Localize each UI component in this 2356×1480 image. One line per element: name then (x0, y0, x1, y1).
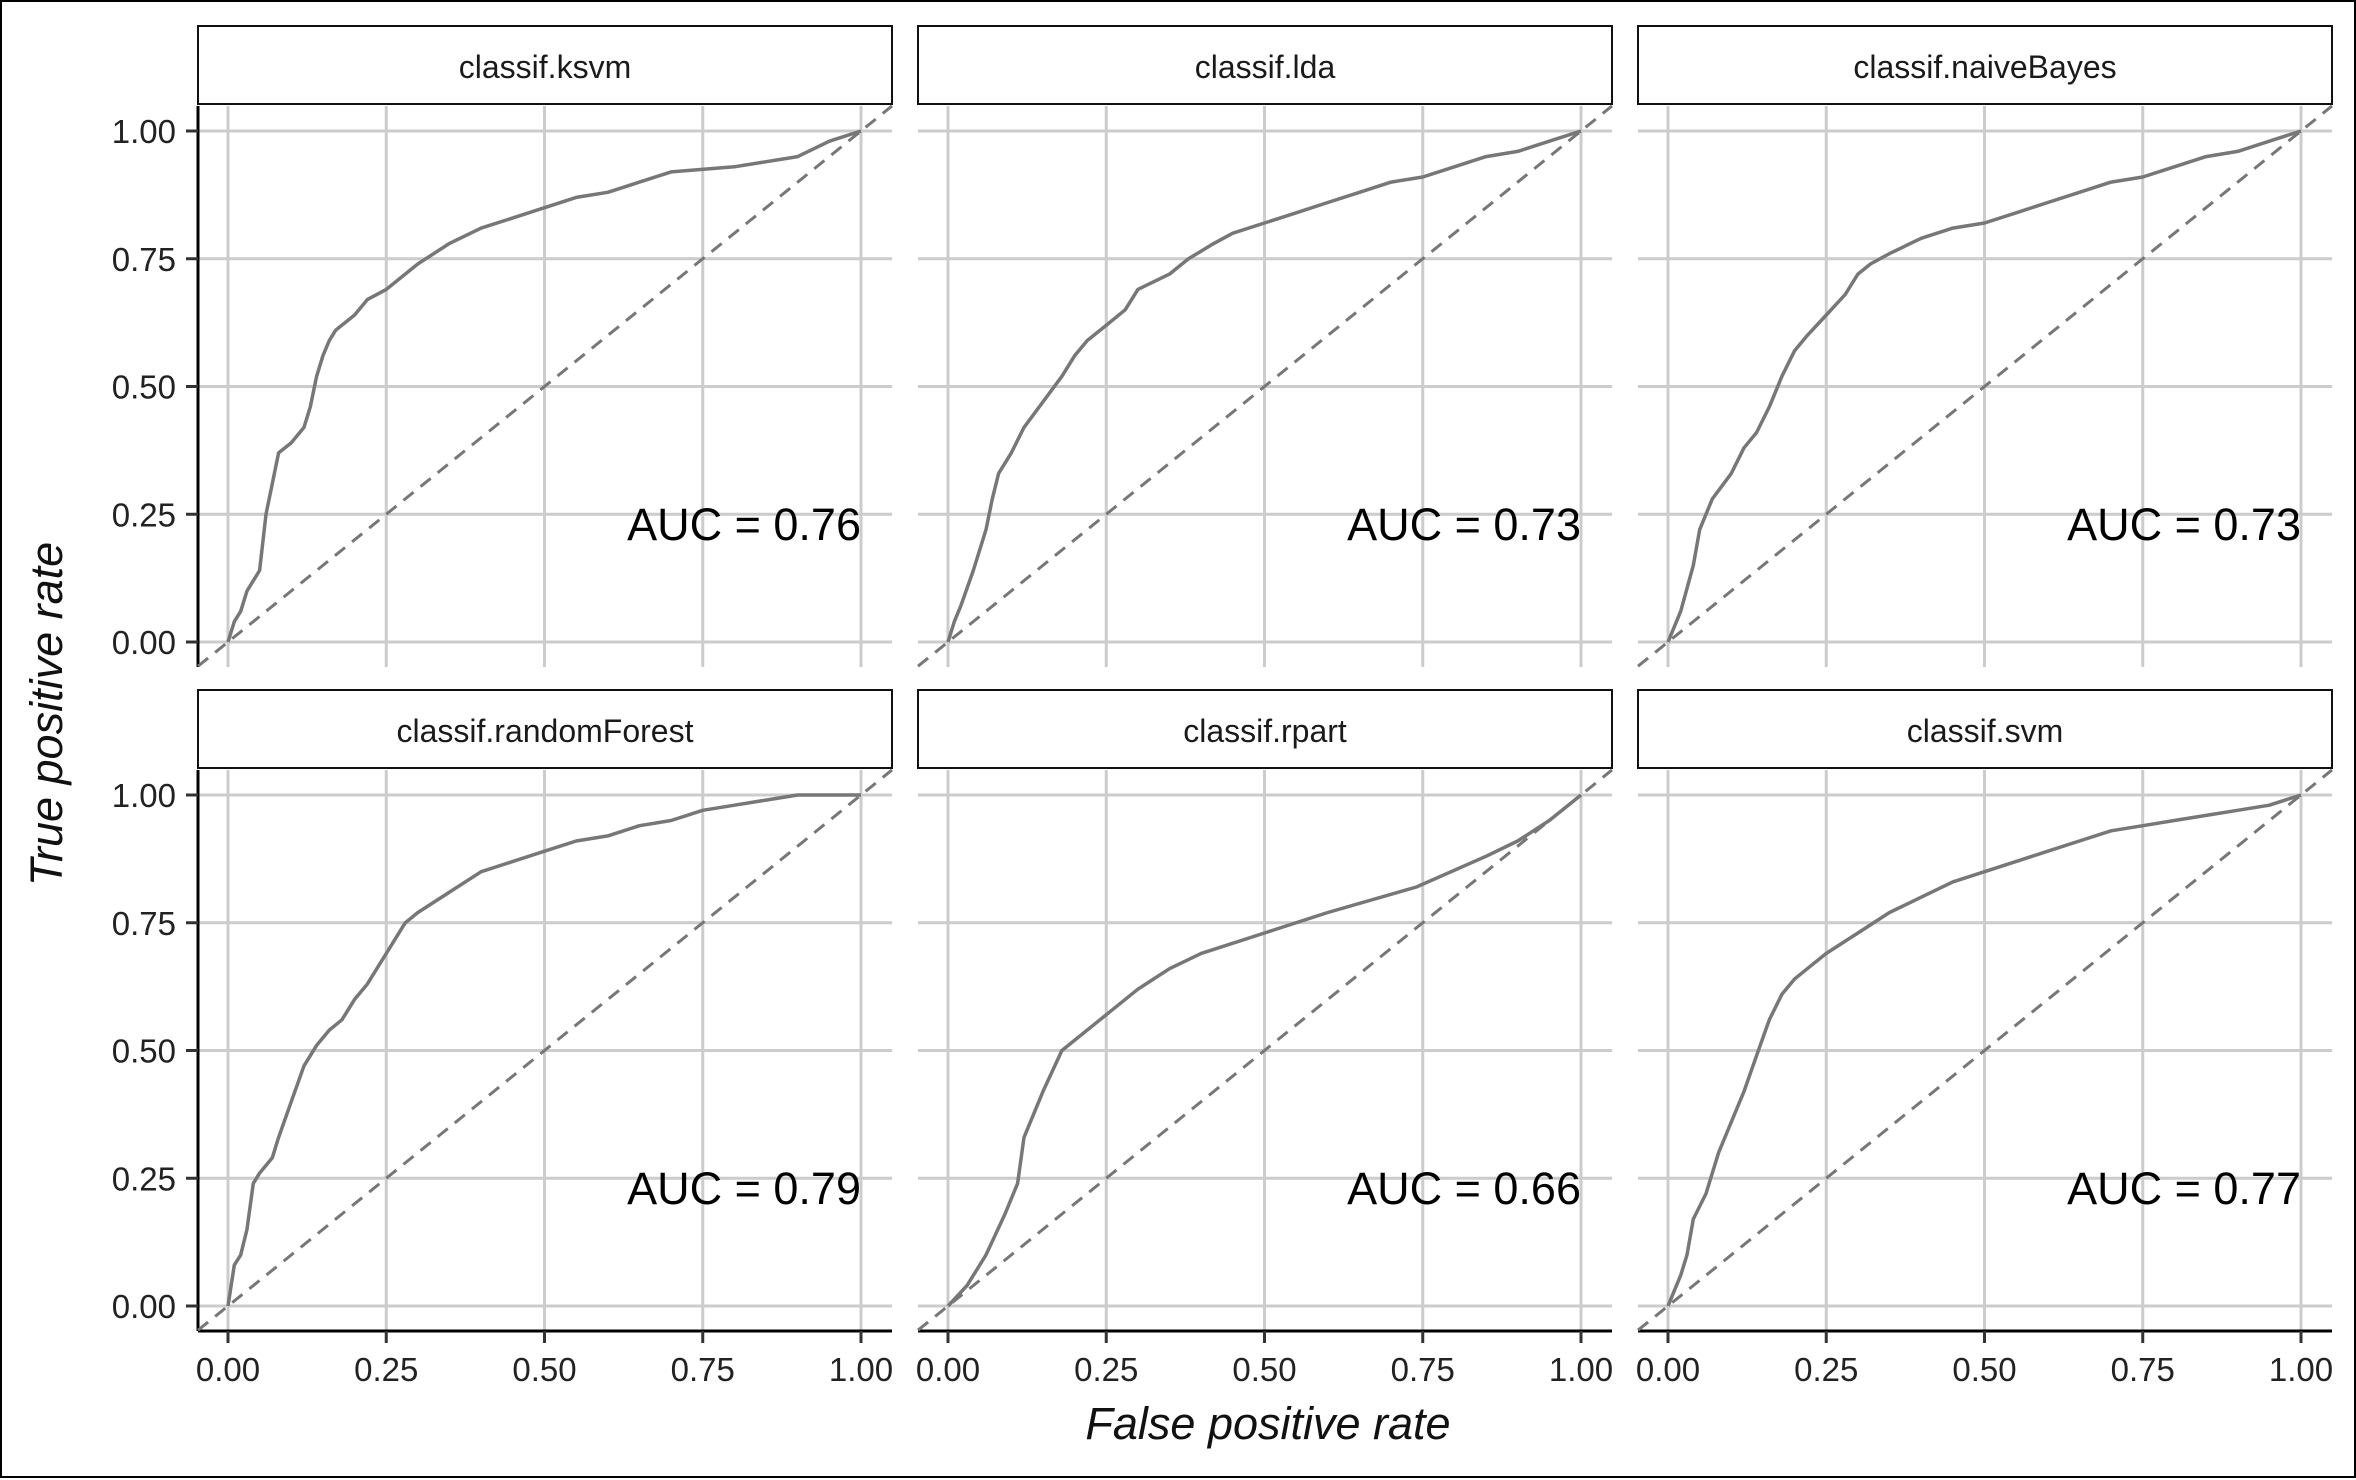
x-tick-label: 0.25 (1074, 1351, 1138, 1388)
auc-label: AUC = 0.79 (627, 1163, 861, 1214)
facet-strip-label: classif.lda (1195, 49, 1336, 85)
facet-strip-label: classif.naiveBayes (1853, 49, 2116, 85)
y-tick-label: 0.25 (112, 496, 176, 533)
facet-panel: classif.svm AUC = 0.77 (1637, 689, 2333, 1333)
facet-strip-label: classif.svm (1907, 713, 2063, 749)
roc-curve (1666, 129, 2302, 643)
facet-strip-label: classif.rpart (1183, 713, 1347, 749)
auc-label: AUC = 0.77 (2067, 1163, 2301, 1214)
y-tick-label: 0.75 (112, 241, 176, 278)
y-tick-label: 1.00 (112, 113, 176, 150)
facet-strip (197, 689, 893, 769)
facet-strip-label: classif.randomForest (397, 713, 694, 749)
x-tick-label: 0.75 (1391, 1351, 1455, 1388)
roc-curve (226, 129, 862, 643)
y-tick-label: 0.50 (112, 1033, 176, 1070)
roc-curve (1666, 793, 2302, 1307)
y-tick-label: 0.25 (112, 1160, 176, 1197)
x-tick-label: 1.00 (2269, 1351, 2333, 1388)
y-axis-title: True positive rate (21, 542, 72, 886)
x-tick-label: 0.00 (1636, 1351, 1700, 1388)
x-tick-label: 0.50 (512, 1351, 576, 1388)
x-tick-label: 0.00 (196, 1351, 260, 1388)
y-tick-label: 0.50 (112, 369, 176, 406)
x-tick-label: 0.75 (2111, 1351, 2175, 1388)
facet-strip (1637, 25, 2333, 105)
facet-strip (1637, 689, 2333, 769)
roc-curve (226, 793, 861, 1307)
y-tick-label: 0.00 (112, 1288, 176, 1325)
roc-curve (946, 793, 1583, 1308)
x-tick-label: 1.00 (829, 1351, 893, 1388)
facet-strip-label: classif.ksvm (459, 49, 631, 85)
x-tick-label: 0.25 (354, 1351, 418, 1388)
auc-label: AUC = 0.76 (627, 499, 861, 550)
facet-panel: classif.naiveBayes AUC = 0.73 (1637, 25, 2333, 668)
x-axis-title: False positive rate (1085, 1398, 1450, 1449)
y-tick-label: 1.00 (112, 777, 176, 814)
roc-curve (946, 129, 1582, 643)
x-tick-label: 0.50 (1952, 1351, 2016, 1388)
auc-label: AUC = 0.66 (1347, 1163, 1581, 1214)
facet-panel: classif.lda AUC = 0.73 (917, 25, 1613, 668)
y-tick-label: 0.00 (112, 624, 176, 661)
facet-panel: classif.ksvm AUC = 0.76 (196, 25, 893, 668)
reference-diagonal (1637, 104, 2333, 668)
facet-panel: classif.rpart AUC = 0.66 (917, 689, 1613, 1333)
y-tick-label: 0.75 (112, 905, 176, 942)
facet-strip (917, 25, 1613, 105)
auc-label: AUC = 0.73 (1347, 499, 1581, 550)
facet-strip (917, 689, 1613, 769)
x-tick-label: 0.75 (671, 1351, 735, 1388)
x-tick-label: 0.50 (1232, 1351, 1296, 1388)
facet-strip (197, 25, 893, 105)
x-tick-label: 0.25 (1794, 1351, 1858, 1388)
auc-label: AUC = 0.73 (2067, 499, 2301, 550)
reference-diagonal (917, 768, 1613, 1332)
reference-diagonal (917, 104, 1613, 668)
reference-diagonal (197, 104, 893, 668)
reference-diagonal (197, 768, 893, 1332)
facet-panel: classif.randomForest AUC = 0.79 (196, 689, 893, 1333)
x-tick-label: 1.00 (1549, 1351, 1613, 1388)
x-tick-label: 0.00 (916, 1351, 980, 1388)
reference-diagonal (1637, 768, 2333, 1332)
